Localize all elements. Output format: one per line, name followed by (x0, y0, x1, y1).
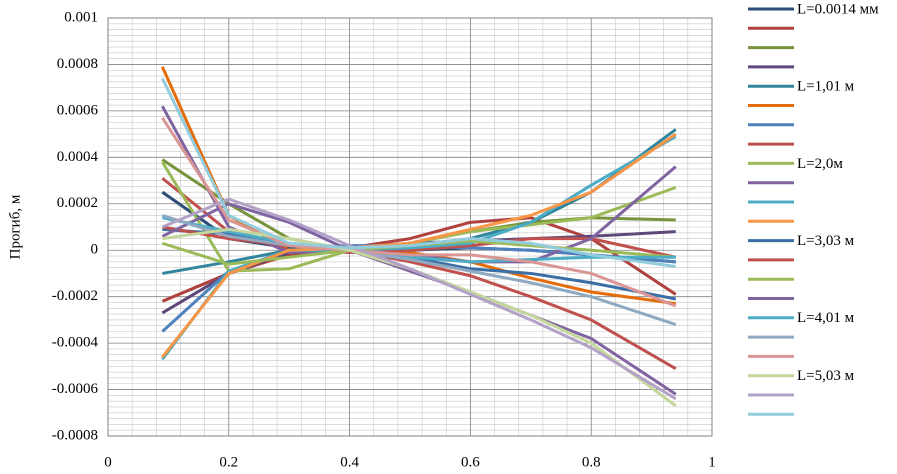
x-tick-label: 1 (708, 454, 716, 470)
legend-label: L=3,03 м (797, 233, 855, 249)
y-axis-label: Прогиб, м (7, 194, 23, 259)
legend-label: L=2,0м (797, 156, 843, 172)
y-tick-label: 0 (91, 242, 99, 258)
series-line (161, 213, 677, 326)
x-tick-label: 0.8 (582, 454, 601, 470)
series-line (161, 197, 677, 401)
series-line (161, 117, 677, 308)
x-tick-label: 0 (104, 454, 112, 470)
legend-label: L=5,03 м (797, 368, 855, 384)
x-tick-label: 0.2 (219, 454, 238, 470)
y-tick-label: -0.0008 (52, 427, 98, 443)
y-tick-label: 0.0004 (57, 149, 99, 165)
series-line (161, 132, 677, 358)
y-tick-label: -0.0004 (52, 335, 99, 351)
y-tick-label: -0.0006 (52, 381, 99, 397)
y-tick-label: 0.001 (64, 9, 98, 25)
series-line (161, 77, 676, 268)
series-line (162, 216, 676, 264)
series-line (161, 202, 677, 396)
legend-label: L=4,01 м (797, 310, 855, 326)
legend-label: L=0.0014 мм (797, 1, 879, 17)
legend-label: L=1,01 м (797, 79, 855, 95)
series-line (162, 225, 677, 370)
x-tick-label: 0.6 (461, 454, 480, 470)
y-tick-label: 0.0002 (57, 195, 98, 211)
x-tick-label: 0.4 (340, 454, 359, 470)
y-tick-label: 0.0008 (57, 56, 98, 72)
y-tick-label: 0.0006 (57, 102, 99, 118)
y-tick-label: -0.0002 (52, 288, 98, 304)
plot-border (107, 17, 713, 437)
